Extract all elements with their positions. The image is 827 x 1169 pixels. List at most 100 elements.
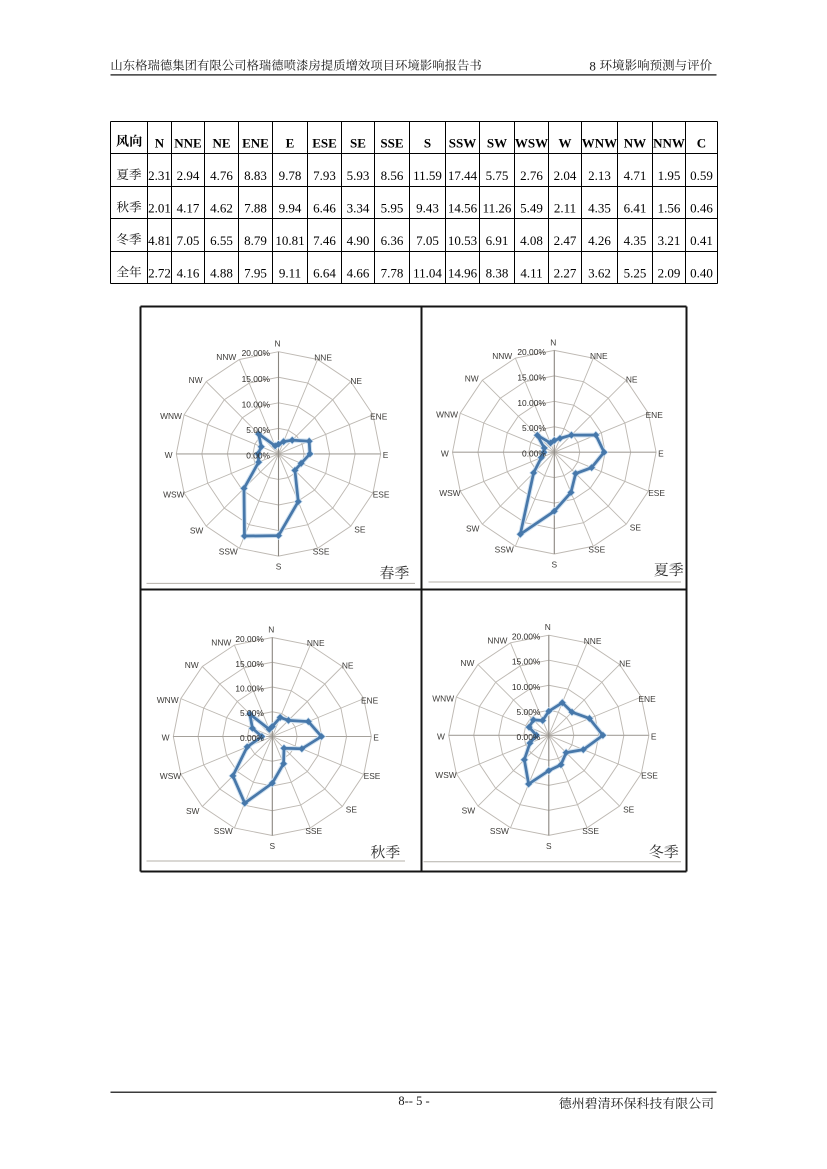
svg-text:SE: SE <box>623 804 635 814</box>
svg-text:4.76: 4.76 <box>210 168 233 183</box>
svg-text:W: W <box>441 448 449 458</box>
svg-text:6.64: 6.64 <box>313 265 336 280</box>
svg-text:11.26: 11.26 <box>483 201 512 216</box>
svg-text:NE: NE <box>626 374 638 384</box>
svg-text:E: E <box>383 450 389 460</box>
svg-text:11.04: 11.04 <box>413 265 442 280</box>
svg-text:1.56: 1.56 <box>658 201 681 216</box>
svg-text:2.47: 2.47 <box>554 233 577 248</box>
svg-text:NE: NE <box>342 661 354 671</box>
svg-text:6.41: 6.41 <box>624 201 647 216</box>
svg-text:N: N <box>550 337 556 347</box>
svg-text:SSW: SSW <box>495 544 514 554</box>
svg-text:8.83: 8.83 <box>244 168 267 183</box>
svg-text:10.00%: 10.00% <box>512 682 541 692</box>
svg-text:ESE: ESE <box>648 488 665 498</box>
svg-text:NW: NW <box>185 660 199 670</box>
svg-text:SW: SW <box>190 526 204 536</box>
svg-text:7.05: 7.05 <box>416 233 439 248</box>
svg-text:NE: NE <box>350 376 362 386</box>
svg-text:NE: NE <box>619 659 631 669</box>
svg-text:W: W <box>559 135 572 150</box>
svg-text:SSW: SSW <box>449 135 476 150</box>
svg-text:5.95: 5.95 <box>381 201 404 216</box>
svg-text:WNW: WNW <box>436 410 458 420</box>
svg-text:S: S <box>546 841 552 851</box>
svg-text:0.40: 0.40 <box>690 265 713 280</box>
svg-text:SSE: SSE <box>582 826 599 836</box>
svg-text:SE: SE <box>346 805 358 815</box>
svg-text:E: E <box>658 448 664 458</box>
svg-text:E: E <box>373 733 379 743</box>
svg-text:20.00%: 20.00% <box>517 347 546 357</box>
svg-text:NW: NW <box>189 375 203 385</box>
svg-text:2.94: 2.94 <box>177 168 200 183</box>
svg-text:7.88: 7.88 <box>244 201 267 216</box>
svg-text:NNE: NNE <box>314 353 332 363</box>
svg-text:4.35: 4.35 <box>588 201 611 216</box>
svg-text:7.93: 7.93 <box>313 168 336 183</box>
svg-text:0.00%: 0.00% <box>517 732 541 742</box>
svg-text:2.04: 2.04 <box>554 168 577 183</box>
svg-text:S: S <box>424 135 431 150</box>
svg-text:2.31: 2.31 <box>148 168 171 183</box>
svg-text:0.00%: 0.00% <box>522 449 546 459</box>
svg-text:N: N <box>268 624 274 634</box>
svg-text:SSW: SSW <box>214 826 233 836</box>
svg-text:5.75: 5.75 <box>486 168 509 183</box>
svg-text:8-- 5 -: 8-- 5 - <box>398 1094 429 1108</box>
svg-text:SSE: SSE <box>588 544 605 554</box>
svg-text:SW: SW <box>186 806 200 816</box>
svg-text:W: W <box>165 450 173 460</box>
svg-text:4.90: 4.90 <box>347 233 370 248</box>
svg-text:1.95: 1.95 <box>658 168 681 183</box>
svg-text:NNE: NNE <box>590 351 608 361</box>
svg-text:WSW: WSW <box>160 771 181 781</box>
svg-text:ENE: ENE <box>646 410 664 420</box>
svg-text:7.95: 7.95 <box>244 265 267 280</box>
svg-text:NNW: NNW <box>653 135 685 150</box>
svg-text:SSW: SSW <box>490 826 509 836</box>
svg-text:20.00%: 20.00% <box>512 632 541 642</box>
svg-text:20.00%: 20.00% <box>242 348 271 358</box>
svg-text:E: E <box>286 135 295 150</box>
svg-text:W: W <box>162 733 170 743</box>
svg-text:2.09: 2.09 <box>658 265 681 280</box>
svg-text:5.00%: 5.00% <box>240 708 264 718</box>
svg-text:9.94: 9.94 <box>279 201 302 216</box>
svg-text:0.59: 0.59 <box>690 168 713 183</box>
svg-text:S: S <box>270 841 276 851</box>
svg-text:SSE: SSE <box>305 826 322 836</box>
svg-text:5.00%: 5.00% <box>246 425 270 435</box>
svg-text:WNW: WNW <box>582 135 617 150</box>
svg-text:2.13: 2.13 <box>588 168 611 183</box>
svg-text:N: N <box>274 339 280 349</box>
svg-text:8: 8 <box>589 59 596 74</box>
svg-text:5.00%: 5.00% <box>522 423 546 433</box>
svg-text:NNE: NNE <box>307 638 325 648</box>
svg-text:4.88: 4.88 <box>210 265 233 280</box>
svg-text:7.05: 7.05 <box>177 233 200 248</box>
svg-text:E: E <box>651 732 657 742</box>
svg-text:5.00%: 5.00% <box>517 707 541 717</box>
svg-text:15.00%: 15.00% <box>517 372 546 382</box>
svg-text:6.46: 6.46 <box>313 201 336 216</box>
svg-text:14.96: 14.96 <box>448 265 478 280</box>
svg-text:6.55: 6.55 <box>210 233 233 248</box>
svg-text:10.00%: 10.00% <box>242 399 271 409</box>
svg-text:WNW: WNW <box>157 695 179 705</box>
svg-text:WNW: WNW <box>432 693 454 703</box>
svg-text:NNW: NNW <box>211 638 231 648</box>
svg-text:10.53: 10.53 <box>448 233 477 248</box>
svg-text:8.38: 8.38 <box>486 265 509 280</box>
svg-text:6.91: 6.91 <box>486 233 509 248</box>
svg-text:20.00%: 20.00% <box>235 634 264 644</box>
svg-text:NNW: NNW <box>216 352 236 362</box>
svg-text:4.71: 4.71 <box>624 168 647 183</box>
svg-text:4.35: 4.35 <box>624 233 647 248</box>
svg-text:8.56: 8.56 <box>381 168 404 183</box>
svg-text:0.00%: 0.00% <box>246 450 270 460</box>
svg-text:W: W <box>437 732 445 742</box>
svg-text:5.49: 5.49 <box>520 201 543 216</box>
svg-text:14.56: 14.56 <box>448 201 478 216</box>
